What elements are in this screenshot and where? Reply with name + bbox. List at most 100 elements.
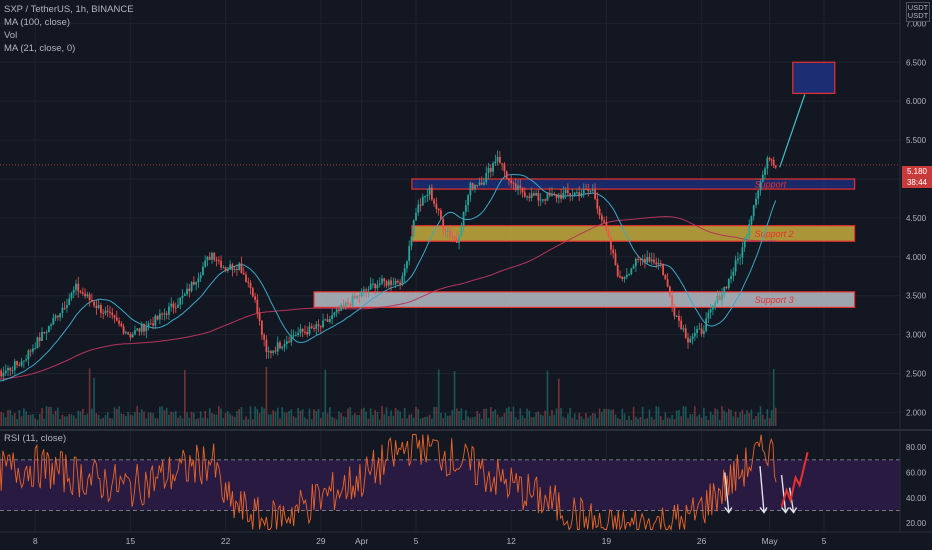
candle-body — [485, 172, 488, 183]
candle-body — [267, 351, 270, 353]
volume-bar — [41, 407, 43, 426]
candle-body — [464, 205, 467, 212]
volume-bar — [698, 414, 701, 426]
candle-body — [449, 231, 451, 236]
candle-body — [306, 332, 309, 335]
candle-body — [555, 194, 558, 198]
candle-body — [358, 295, 361, 297]
candle-body — [467, 195, 470, 206]
volume-bar — [403, 408, 406, 426]
candle-body — [331, 315, 334, 320]
legend-vol[interactable]: Vol — [4, 30, 18, 41]
volume-bar — [730, 409, 732, 426]
volume-bar — [521, 415, 524, 426]
currency-line1: USDT — [907, 3, 929, 12]
y-tick-label: 4.000 — [906, 253, 927, 262]
volume-bar — [247, 419, 250, 426]
candle-body — [63, 307, 66, 309]
volume-bar — [63, 416, 66, 426]
volume-bar — [315, 411, 318, 426]
volume-bar — [417, 409, 420, 426]
candle-body — [115, 317, 118, 321]
volume-bar — [424, 416, 426, 426]
candle-body — [319, 325, 322, 328]
volume-bar — [138, 412, 141, 426]
candle-body — [764, 168, 766, 175]
volume-bar — [492, 411, 494, 426]
rsi-legend[interactable]: RSI (11, close) — [4, 433, 67, 444]
volume-bar — [122, 414, 125, 426]
volume-bar — [52, 414, 55, 426]
candle-body — [580, 193, 583, 197]
volume-bar — [662, 419, 664, 426]
legend-symbol[interactable]: SXP / TetherUS, 1h, BINANCE — [4, 4, 134, 15]
rsi-line — [0, 434, 777, 532]
candle-body — [143, 323, 145, 332]
legend-ma21[interactable]: MA (21, close, 0) — [4, 43, 76, 54]
volume-bar — [483, 408, 485, 426]
volume-bar — [419, 418, 422, 426]
candle-body — [446, 231, 449, 233]
candle-body — [199, 275, 202, 279]
volume-bar — [163, 410, 166, 426]
candle-body — [569, 193, 572, 196]
candle-body — [342, 304, 345, 307]
volume-bar — [304, 417, 306, 426]
candle-body — [757, 190, 760, 199]
volume-bar — [324, 369, 327, 426]
rsi-tick-label: 20.00 — [906, 519, 927, 528]
volume-bar — [607, 409, 610, 426]
volume-bar — [95, 413, 98, 426]
candle-body — [362, 289, 365, 292]
candle-body — [444, 229, 447, 232]
candle-body — [217, 260, 220, 262]
candle-body — [340, 304, 343, 311]
candle-body — [759, 181, 762, 191]
candle-body — [236, 269, 238, 271]
candle-body — [392, 284, 395, 286]
candle-body — [741, 247, 744, 258]
volume-bar — [195, 419, 197, 426]
candle-body — [646, 257, 649, 263]
volume-bar — [50, 406, 52, 426]
volume-bar — [764, 419, 766, 426]
candle-body — [102, 312, 105, 314]
volume-bar — [292, 416, 295, 426]
volume-bar — [755, 416, 757, 426]
candle-body — [344, 302, 347, 307]
volume-bar — [272, 410, 274, 426]
candle-body — [564, 190, 567, 193]
currency-badge[interactable]: USDT USDT — [906, 2, 930, 22]
candle-body — [204, 260, 207, 267]
candle-body — [161, 313, 164, 315]
candle-body — [179, 297, 182, 305]
volume-bar — [156, 418, 159, 426]
volume-bar — [242, 419, 245, 426]
candle-body — [639, 259, 642, 261]
candle-body — [294, 335, 297, 337]
legend-ma100[interactable]: MA (100, close) — [4, 17, 70, 28]
volume-bar — [524, 418, 526, 426]
volume-bar — [181, 418, 184, 426]
volume-bar — [20, 416, 23, 426]
volume-bar — [100, 418, 102, 426]
volume-bar — [721, 406, 723, 426]
volume-bar — [7, 410, 9, 426]
volume-bar — [553, 414, 556, 426]
volume-bar — [707, 419, 710, 426]
candle-body — [517, 185, 519, 190]
legend: SXP / TetherUS, 1h, BINANCE MA (100, clo… — [4, 3, 134, 55]
last-price: 5.180 — [906, 167, 928, 176]
y-tick-label: 2.500 — [906, 370, 927, 379]
candle-body — [208, 256, 211, 260]
volume-bar — [774, 407, 777, 426]
y-tick-label: 5.500 — [906, 136, 927, 145]
candle-body — [213, 252, 216, 260]
volume-bar — [660, 416, 662, 426]
volume-bar — [168, 414, 170, 426]
candle-body — [285, 341, 288, 345]
candle-body — [52, 317, 55, 325]
volume-bar — [299, 410, 302, 426]
x-tick-label: 29 — [316, 536, 326, 546]
